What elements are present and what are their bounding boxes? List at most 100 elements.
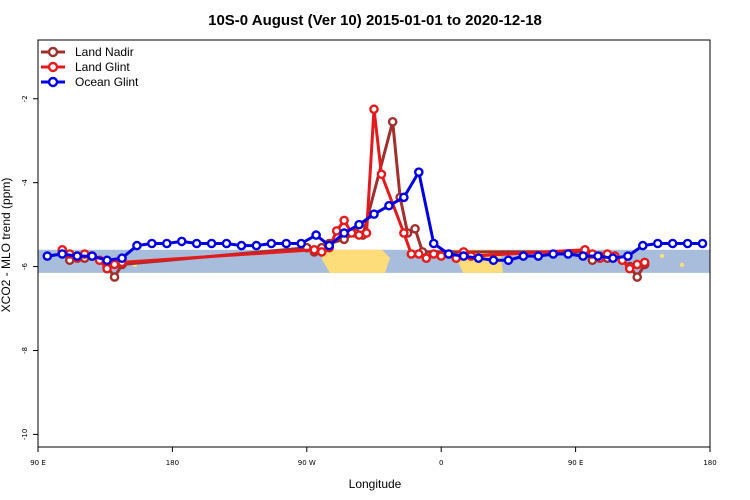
data-point: [406, 249, 417, 259]
data-point: [410, 224, 420, 234]
series-land-glint: [57, 104, 650, 274]
x-tick-label: 90 E: [30, 459, 46, 467]
data-point: [632, 272, 643, 282]
legend-item: Land Nadir: [41, 45, 134, 59]
data-point: [387, 117, 398, 127]
legend-swatch-marker: [47, 46, 59, 58]
legend-item: Land Glint: [41, 60, 130, 74]
data-point: [624, 263, 635, 274]
data-point: [109, 259, 120, 270]
data-point: [652, 238, 663, 249]
data-point: [87, 251, 97, 261]
data-point: [473, 253, 484, 263]
x-tick-label: 180: [703, 459, 716, 467]
y-axis: -2 -4 -6 -8 -10: [21, 95, 38, 440]
x-axis: 90 E 180 90 W 0 90 E 180: [30, 447, 717, 467]
data-point: [682, 238, 693, 249]
data-point: [518, 251, 529, 261]
data-point: [458, 251, 469, 261]
data-point: [72, 251, 82, 261]
data-point: [311, 230, 321, 240]
data-point: [623, 251, 633, 261]
y-axis-label: XCO2 - MLO trend (ppm): [0, 178, 13, 313]
data-point: [316, 247, 327, 257]
island-mark: [679, 262, 685, 268]
chart-title: 10S-0 August (Ver 10) 2015-01-01 to 2020…: [208, 12, 542, 29]
plot-frame: [37, 39, 711, 448]
data-point: [578, 251, 588, 261]
y-tick-label: -6: [21, 263, 29, 271]
legend-swatch-marker: [47, 61, 59, 73]
data-point: [399, 228, 409, 238]
data-point: [428, 238, 439, 249]
legend-label: Ocean Glint: [75, 75, 139, 89]
y-tick-label: -4: [21, 179, 29, 187]
legend-label: Land Nadir: [75, 45, 134, 59]
data-point: [436, 251, 447, 261]
x-axis-label: Longitude: [349, 477, 402, 491]
data-point: [191, 238, 202, 249]
y-tick-label: -8: [21, 347, 29, 354]
data-point: [361, 228, 372, 238]
data-point: [632, 259, 643, 270]
data-point: [563, 249, 573, 259]
data-point: [42, 251, 53, 261]
x-tick-label: 0: [439, 459, 443, 467]
data-point: [281, 238, 292, 249]
series-ocean-glint: [42, 167, 708, 266]
legend-swatch-marker: [47, 76, 59, 88]
data-point: [161, 238, 172, 249]
data-point: [266, 238, 277, 249]
data-point: [109, 272, 120, 282]
data-point: [102, 263, 112, 274]
data-point: [339, 215, 349, 226]
legend-label: Land Glint: [75, 60, 130, 74]
data-point: [147, 238, 157, 249]
data-point: [369, 209, 379, 219]
data-point: [548, 249, 559, 259]
data-point: [667, 238, 678, 249]
land-patch-1: [322, 249, 390, 273]
x-tick-label: 90 E: [568, 459, 584, 467]
data-point: [296, 238, 307, 249]
data-point: [117, 253, 127, 263]
data-point: [354, 230, 364, 240]
x-tick-label: 90 W: [298, 459, 316, 467]
island-mark: [659, 253, 665, 259]
data-point: [421, 253, 432, 263]
data-point: [384, 200, 394, 211]
data-point: [638, 240, 648, 251]
data-point: [593, 251, 603, 261]
data-point: [221, 238, 232, 249]
data-point: [399, 192, 409, 203]
y-tick-label: -10: [21, 429, 29, 440]
data-point: [413, 249, 424, 259]
data-point: [376, 169, 387, 180]
data-point: [251, 240, 262, 251]
data-point: [639, 257, 650, 268]
data-point: [57, 249, 68, 259]
data-point: [236, 240, 247, 251]
y-tick-label: -2: [21, 95, 29, 102]
x-tick-label: 180: [166, 459, 179, 467]
data-point: [331, 226, 342, 236]
data-point: [533, 251, 544, 261]
series-layer: [42, 104, 708, 282]
data-point: [428, 249, 439, 259]
data-point: [206, 238, 217, 249]
data-point: [413, 167, 424, 177]
data-point: [697, 238, 708, 249]
data-point: [132, 240, 142, 251]
data-point: [488, 255, 499, 266]
data-point: [354, 219, 364, 230]
data-point: [503, 255, 514, 266]
data-point: [324, 240, 335, 251]
data-point: [102, 255, 112, 266]
data-point: [369, 104, 379, 115]
data-point: [176, 236, 187, 247]
data-point: [608, 253, 618, 263]
data-point: [339, 228, 349, 238]
legend-item: Ocean Glint: [41, 75, 139, 89]
